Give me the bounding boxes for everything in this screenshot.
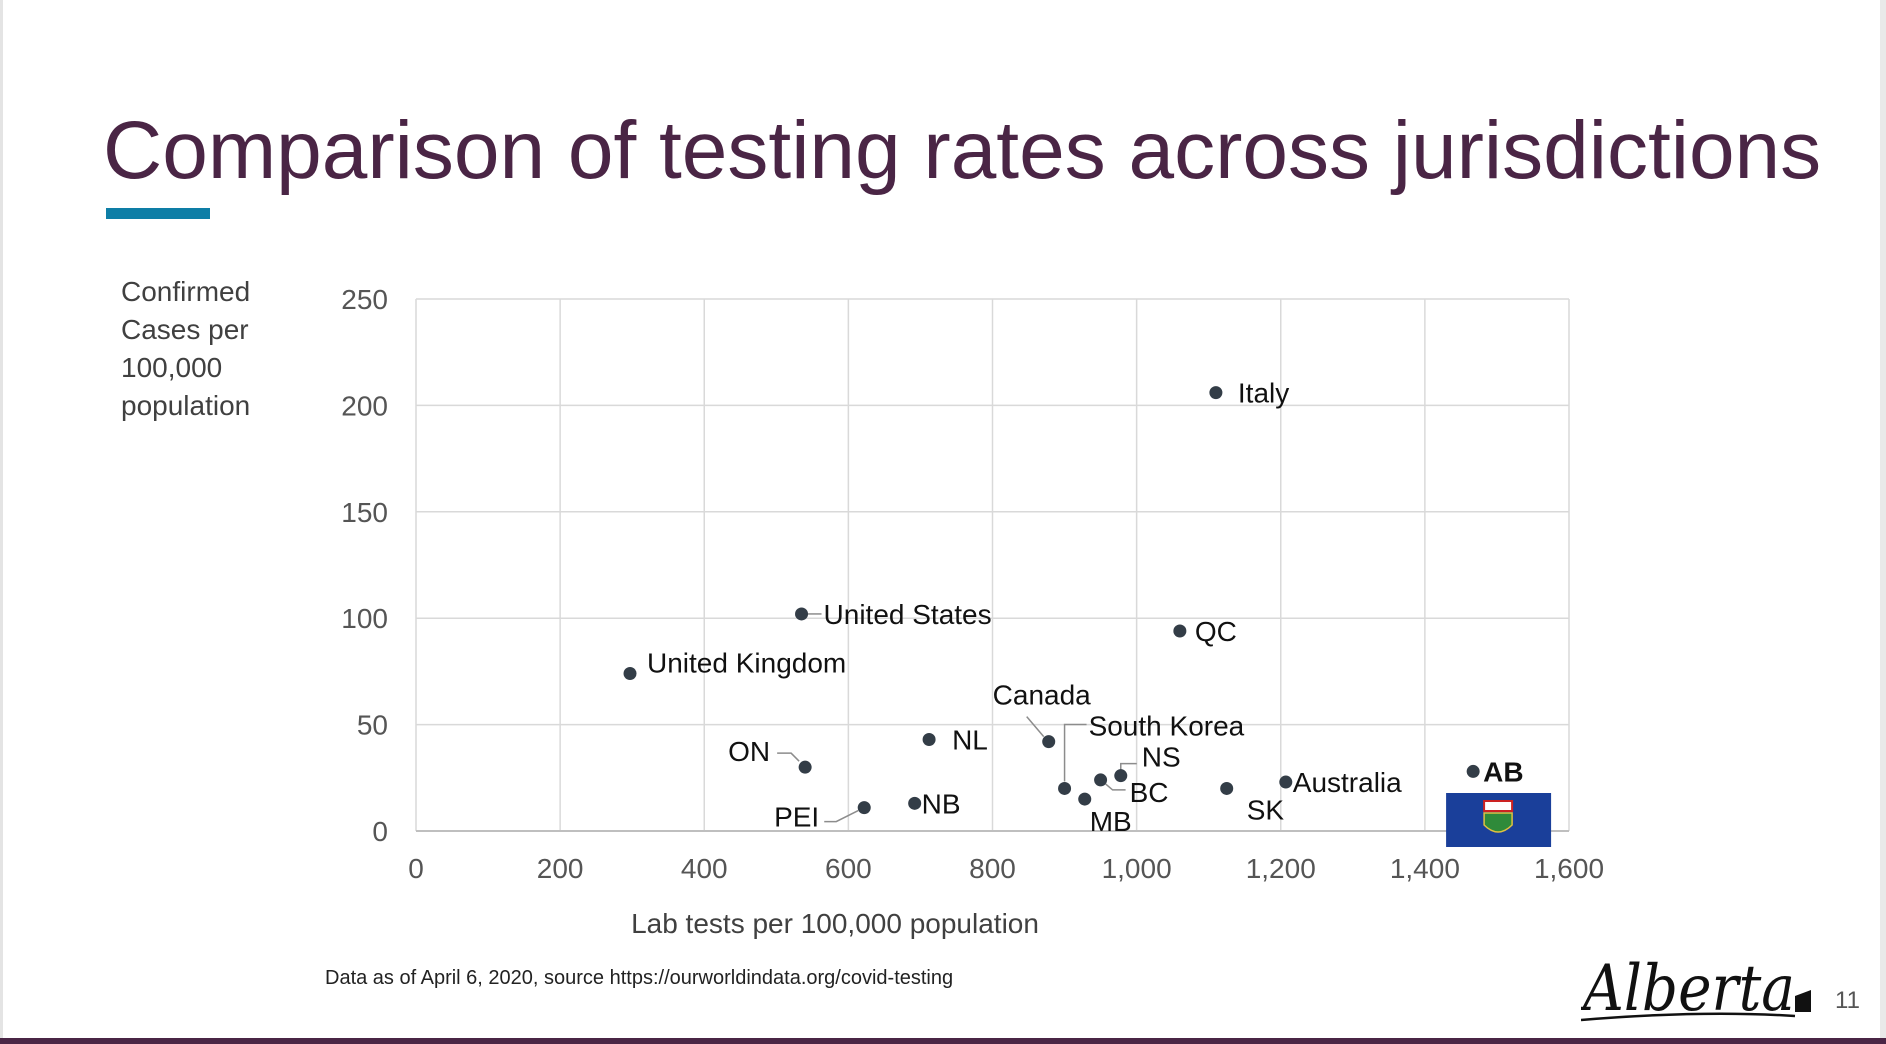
x-tick-label: 1,400 (1390, 853, 1460, 884)
x-tick-label: 1,600 (1534, 853, 1604, 884)
scatter-chart: 0 200 400 600 800 1,000 1,200 1,400 1,600 0 50 100 1… (341, 284, 1604, 884)
x-tick-label: 400 (681, 853, 728, 884)
bottom-bar (0, 1038, 1886, 1044)
flag-cross-icon (1483, 800, 1514, 812)
y-tick-label: 200 (341, 390, 388, 421)
data-point (1279, 775, 1293, 789)
data-label: Canada (993, 680, 1092, 711)
data-point (1220, 781, 1234, 795)
alberta-logo: Alberta (1581, 952, 1811, 1026)
data-label: Italy (1238, 378, 1289, 409)
y-tick-label: 250 (341, 284, 388, 315)
x-tick-label: 0 (408, 853, 424, 884)
data-point (857, 801, 871, 815)
x-axis-label: Lab tests per 100,000 population (631, 908, 1039, 939)
x-tick-label: 800 (969, 853, 1016, 884)
leader-line (1026, 716, 1045, 738)
data-label: ON (728, 736, 770, 767)
y-tick-label: 0 (372, 816, 388, 847)
y-axis-label-line: Confirmed (121, 276, 251, 307)
slide-edge (1880, 0, 1886, 1044)
data-label: NS (1142, 742, 1181, 773)
data-label: SK (1247, 794, 1285, 825)
page-number: 11 (1835, 987, 1860, 1014)
y-tick-label: 50 (357, 710, 388, 741)
x-tick-label: 1,000 (1102, 853, 1172, 884)
data-point (1466, 764, 1480, 778)
data-point (623, 667, 637, 681)
data-point (1042, 735, 1056, 749)
data-label: QC (1195, 616, 1237, 647)
data-label: South Korea (1089, 710, 1245, 741)
data-label: United Kingdom (647, 648, 846, 679)
leader-line (1120, 762, 1137, 770)
y-axis-label-line: Cases per (121, 314, 249, 345)
y-axis-label: Confirmed Cases per 100,000 population (121, 273, 250, 425)
logo-mark-icon (1795, 990, 1811, 1012)
data-point (908, 796, 922, 810)
y-tick-label: 150 (341, 497, 388, 528)
data-point (795, 607, 809, 621)
x-tick-label: 1,200 (1246, 853, 1316, 884)
data-label: AB (1483, 756, 1523, 787)
data-label: BC (1130, 777, 1169, 808)
x-tick-label: 200 (537, 853, 584, 884)
data-point (798, 760, 812, 774)
data-label: NL (952, 724, 988, 755)
leader-line (1063, 723, 1087, 782)
data-label: NB (922, 788, 961, 819)
data-label: Australia (1293, 767, 1402, 798)
data-point (1058, 781, 1072, 795)
title-accent-bar (106, 208, 210, 219)
data-label: United States (824, 599, 992, 630)
y-axis-label-line: population (121, 390, 251, 421)
data-point (1114, 769, 1128, 783)
leader-line (777, 752, 800, 762)
x-tick-label: 600 (825, 853, 872, 884)
slide-title: Comparison of testing rates across juris… (103, 105, 1822, 196)
y-tick-label: 100 (341, 603, 388, 634)
logo-swoosh-icon (1581, 1012, 1796, 1022)
data-point (1094, 773, 1108, 787)
flag-shield-icon (1483, 812, 1513, 833)
data-label: PEI (774, 802, 819, 833)
data-label: MB (1090, 806, 1132, 837)
data-point (1209, 386, 1223, 400)
data-point (1173, 624, 1187, 638)
leader-line (1105, 783, 1126, 791)
data-point (1078, 792, 1092, 806)
leader-line (824, 809, 859, 823)
data-point (922, 732, 936, 746)
y-axis-label-line: 100,000 (121, 352, 223, 383)
source-footnote: Data as of April 6, 2020, source https:/… (325, 967, 954, 989)
